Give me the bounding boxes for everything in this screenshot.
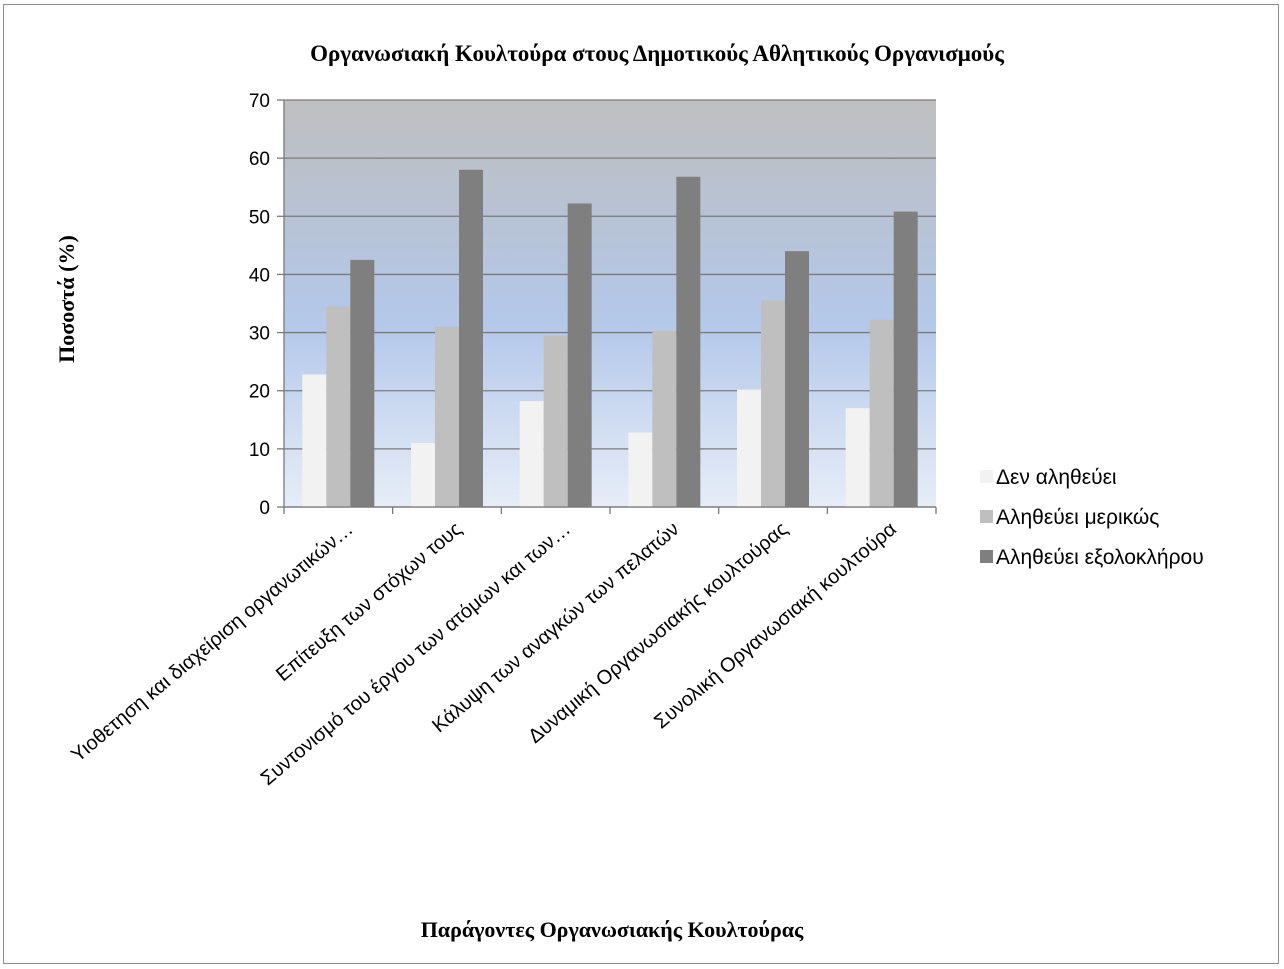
chart-title: Οργανωσιακή Κουλτούρα στους Δημοτικούς Α…	[310, 41, 1004, 66]
bar-3-2	[459, 169, 483, 507]
legend-label: Αληθεύει μερικώς	[996, 506, 1159, 529]
y-tick-label: 50	[249, 207, 270, 228]
bar-1-1	[302, 374, 327, 507]
y-tick-label: 30	[249, 324, 270, 345]
bar-chart: Οργανωσιακή Κουλτούρα στους Δημοτικούς Α…	[54, 41, 1204, 942]
bar-2-3	[543, 335, 568, 507]
x-axis-title: Παράγοντες Οργανωσιακής Κουλτούρας	[421, 917, 804, 942]
bar-2-5	[761, 300, 785, 507]
bar-3-6	[893, 211, 918, 508]
bar-1-6	[845, 408, 870, 507]
y-tick-label: 0	[259, 498, 270, 519]
bar-3-4	[676, 176, 701, 507]
bar-1-2	[411, 443, 435, 507]
bar-2-6	[869, 319, 894, 507]
y-tick-label: 40	[249, 265, 270, 286]
y-tick-label: 70	[249, 91, 270, 112]
chart-frame: Οργανωσιακή Κουλτούρα στους Δημοτικούς Α…	[3, 4, 1279, 964]
y-tick-label: 60	[249, 149, 270, 170]
bar-1-4	[628, 432, 653, 507]
bar-2-2	[435, 326, 459, 507]
category-label: Επίτευξη των στόχων τους	[272, 518, 466, 686]
y-tick-label: 10	[249, 440, 270, 461]
bar-3-1	[350, 259, 375, 507]
bar-1-5	[737, 389, 761, 507]
legend: Δεν αληθεύει Αληθεύει μερικώς Αληθεύει εξο…	[980, 466, 1204, 569]
bar-2-1	[326, 306, 351, 507]
legend-swatch	[980, 470, 993, 483]
y-tick-label: 20	[249, 382, 270, 403]
legend-label: Αληθεύει εξολοκλήρου	[996, 546, 1204, 569]
bar-2-4	[652, 330, 677, 507]
plot-background	[284, 100, 936, 507]
legend-swatch	[980, 510, 993, 523]
bar-3-5	[785, 251, 809, 507]
legend-label: Δεν αληθεύει	[996, 466, 1117, 489]
bar-1-3	[519, 401, 544, 507]
y-axis-title: Ποσοστά (%)	[54, 235, 79, 363]
category-label: Συνολική Οργανωσιακή κουλτούρα	[650, 518, 901, 733]
bar-3-3	[567, 203, 592, 507]
legend-swatch	[980, 550, 993, 563]
